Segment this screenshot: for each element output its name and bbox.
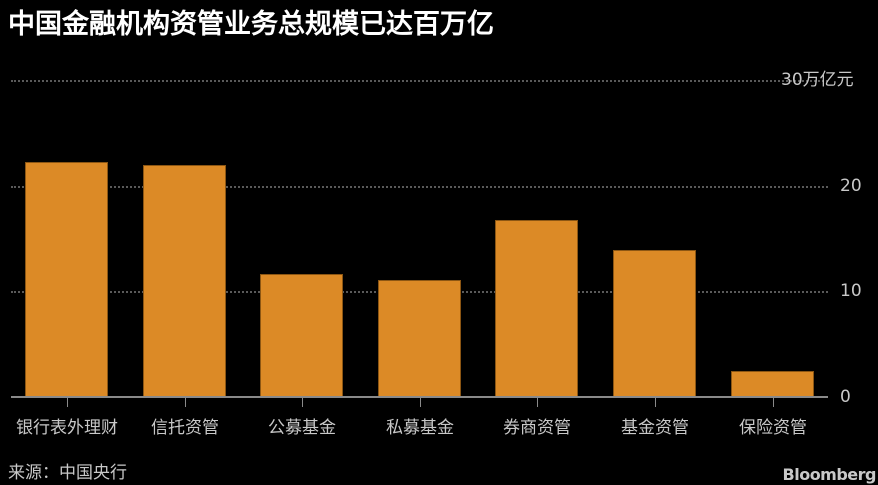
y-tick-label-20: 20: [840, 176, 862, 196]
x-axis-baseline: [11, 396, 828, 398]
bar: [378, 280, 461, 397]
x-tick-label: 公募基金: [268, 418, 336, 438]
bar: [495, 220, 578, 397]
x-tick-label: 保险资管: [739, 418, 807, 438]
x-tick: [537, 398, 538, 407]
x-tick: [302, 398, 303, 407]
bar: [613, 250, 696, 397]
chart-title: 中国金融机构资管业务总规模已达百万亿: [8, 9, 494, 40]
gridline-30: [11, 80, 828, 82]
x-tick: [655, 398, 656, 407]
x-tick: [67, 398, 68, 407]
x-tick-label: 信托资管: [151, 418, 219, 438]
gridline-20: [11, 186, 828, 188]
x-tick: [185, 398, 186, 407]
bar: [260, 274, 343, 397]
bar: [25, 162, 108, 397]
x-tick-label: 券商资管: [503, 418, 571, 438]
y-tick-label-10: 10: [840, 281, 862, 301]
x-tick: [420, 398, 421, 407]
x-tick: [773, 398, 774, 407]
source-note: 来源：中国央行: [8, 463, 127, 483]
x-tick-label: 私募基金: [386, 418, 454, 438]
x-tick-label: 银行表外理财: [16, 418, 118, 438]
y-tick-label-30: 30万亿元: [781, 70, 854, 90]
x-tick-label: 基金资管: [621, 418, 689, 438]
bar: [143, 165, 226, 397]
y-tick-label-0: 0: [840, 387, 851, 407]
bloomberg-logo: Bloomberg: [782, 465, 877, 484]
bar: [731, 371, 814, 397]
